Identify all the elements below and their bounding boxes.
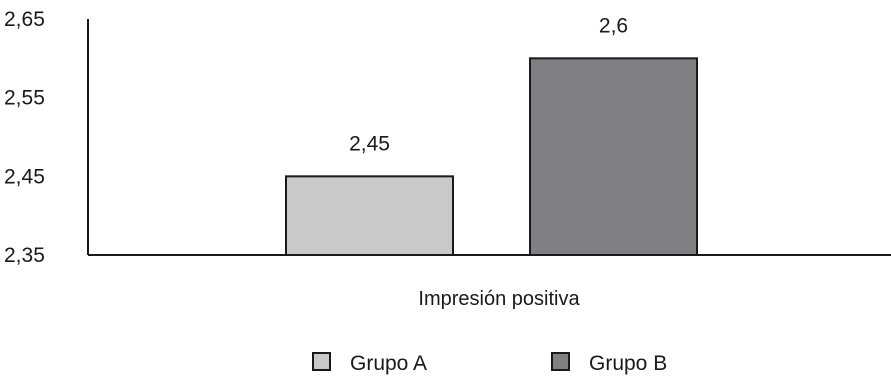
y-tick-label: 2,45 (4, 165, 45, 188)
legend-label-grupo-a: Grupo A (350, 352, 427, 375)
legend-label-grupo-b: Grupo B (589, 352, 667, 375)
bar-grupo-b (529, 57, 698, 257)
bars-group (285, 57, 698, 257)
data-label: 2,6 (599, 14, 628, 37)
y-axis-ticks: 2,35 2,45 2,55 2,65 (4, 8, 45, 267)
legend-swatch-grupo-a (312, 352, 331, 371)
legend-swatch-grupo-b (551, 352, 570, 371)
y-tick-label: 2,35 (4, 244, 45, 267)
axes-group (87, 19, 891, 256)
legend: Grupo A Grupo B (312, 352, 667, 375)
data-label: 2,45 (349, 132, 390, 155)
y-tick-label: 2,65 (4, 8, 45, 31)
bar-grupo-a (285, 175, 454, 256)
x-axis-label: Impresión positiva (418, 288, 580, 310)
data-labels-group: 2,45 2,6 (349, 14, 628, 155)
y-tick-label: 2,55 (4, 87, 45, 110)
